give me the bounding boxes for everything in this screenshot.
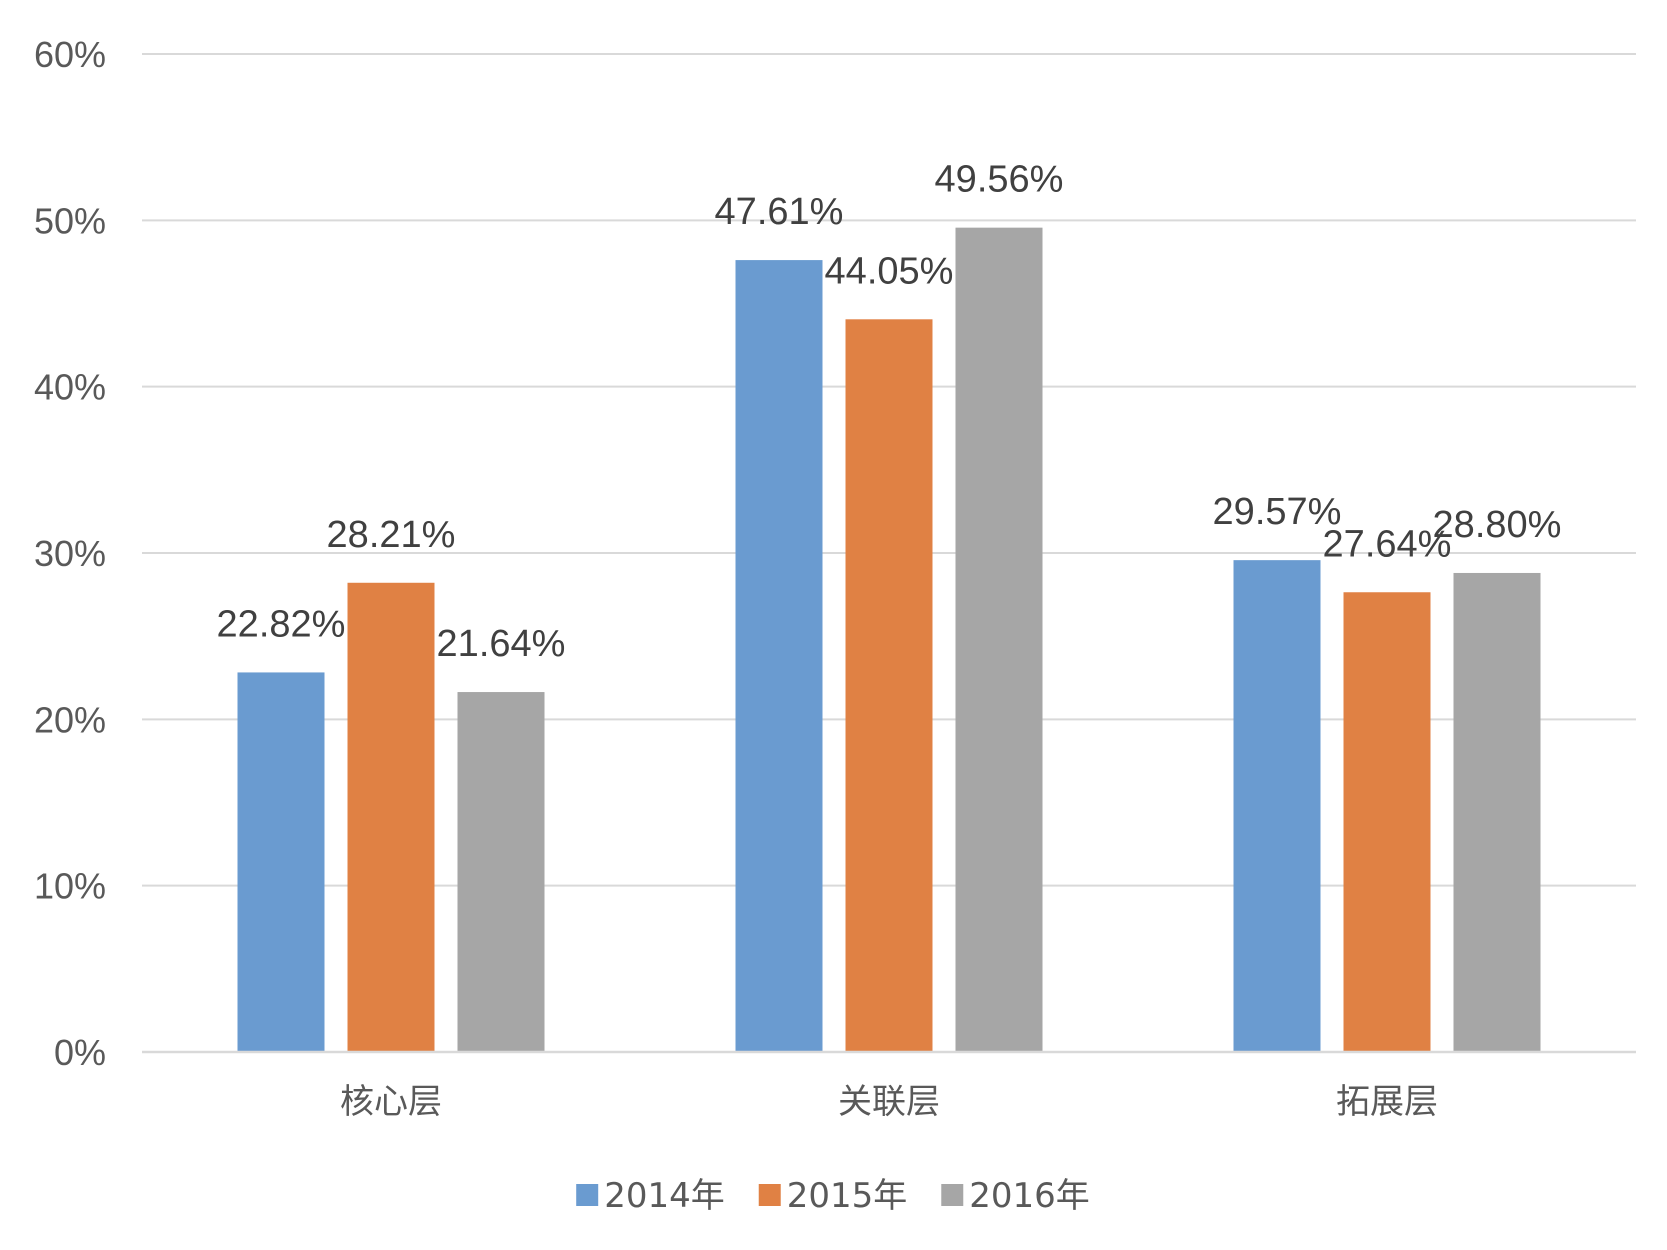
bar-1-2 [735, 260, 823, 1052]
data-labels: 22.82% 28.21% 21.64% 47.61% 44.05% 49.56% 29.5… [217, 159, 1562, 665]
data-label: 28.21% [327, 514, 456, 556]
data-label: 44.05% [825, 250, 954, 292]
y-tick-label: 60% [34, 34, 106, 75]
data-label: 27.64% [1323, 523, 1452, 565]
y-tick-label: 20% [34, 699, 106, 740]
legend: 2014年 2015年 2016年 [576, 1176, 1090, 1216]
bars [237, 227, 1541, 1053]
bar-2-2 [845, 319, 933, 1053]
bar-1-1 [237, 672, 325, 1052]
bar-3-2 [955, 227, 1043, 1053]
data-label: 47.61% [715, 191, 844, 233]
y-tick-label: 50% [34, 200, 106, 241]
x-category-label: 关联层 [838, 1082, 940, 1122]
data-label: 22.82% [217, 603, 346, 645]
bar-3-3 [1453, 572, 1541, 1052]
x-category-label: 拓展层 [1336, 1082, 1438, 1122]
data-label: 21.64% [437, 623, 566, 665]
legend-swatch [758, 1184, 781, 1206]
data-label: 29.57% [1213, 491, 1342, 533]
y-tick-label: 40% [34, 367, 106, 408]
data-label: 28.80% [1433, 504, 1562, 546]
legend-swatch [941, 1184, 964, 1206]
y-tick-label: 10% [34, 866, 106, 907]
bar-3-1 [457, 692, 545, 1052]
bar-2-1 [347, 582, 435, 1052]
y-axis-tick-labels: 0% 10% 20% 30% 40% 50% 60% [34, 34, 106, 1073]
bar-1-3 [1233, 560, 1321, 1052]
bar-2-3 [1343, 592, 1431, 1052]
legend-swatch [576, 1184, 599, 1206]
legend-label: 2015年 [787, 1176, 908, 1216]
x-axis-category-labels: 核心层 关联层 拓展层 [340, 1082, 1438, 1122]
legend-label: 2014年 [604, 1176, 725, 1216]
legend-label: 2016年 [969, 1176, 1090, 1216]
y-tick-label: 30% [34, 533, 106, 574]
y-tick-label: 0% [54, 1032, 106, 1073]
x-category-label: 核心层 [340, 1082, 442, 1122]
data-label: 49.56% [935, 159, 1064, 201]
